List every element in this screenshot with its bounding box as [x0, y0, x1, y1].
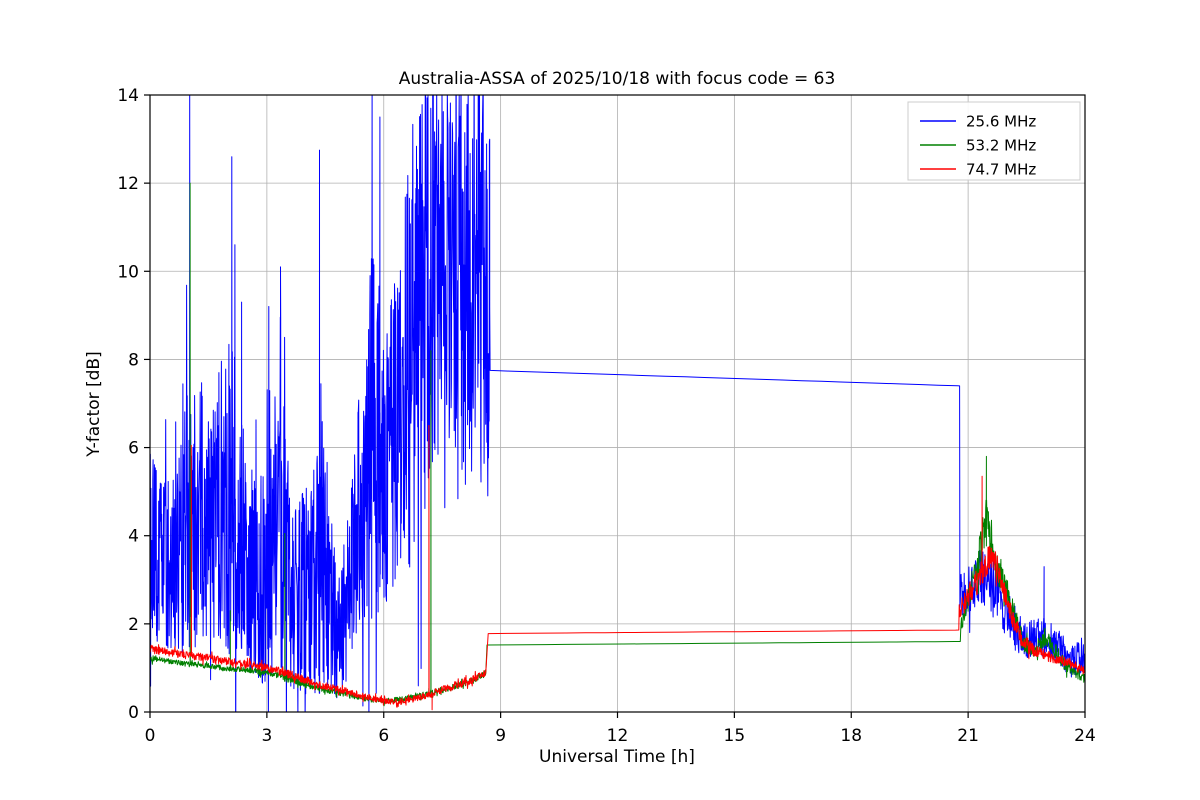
legend-label: 53.2 MHz — [966, 137, 1036, 155]
y-tick-label: 4 — [128, 527, 139, 547]
y-tick-label: 12 — [117, 174, 139, 194]
x-tick-label: 15 — [724, 726, 746, 746]
x-tick-label: 6 — [378, 726, 389, 746]
chart-title: Australia-ASSA of 2025/10/18 with focus … — [399, 69, 836, 89]
y-tick-label: 8 — [128, 350, 139, 370]
series-line-74-7-mhz — [150, 425, 1085, 711]
legend-label: 25.6 MHz — [966, 113, 1036, 131]
y-tick-label: 14 — [117, 86, 139, 106]
series-line-53-2-mhz — [150, 182, 1085, 707]
series-line-25-6-mhz — [150, 95, 1085, 712]
x-tick-label: 21 — [957, 726, 979, 746]
x-tick-label: 0 — [145, 726, 156, 746]
y-axis-label: Y-factor [dB] — [84, 351, 104, 457]
x-tick-label: 24 — [1074, 726, 1096, 746]
legend: 25.6 MHz 53.2 MHz 74.7 MHz — [907, 101, 1081, 181]
y-tick-label: 2 — [128, 615, 139, 635]
x-tick-label: 18 — [840, 726, 862, 746]
legend-box — [907, 101, 1081, 181]
y-tick-label: 10 — [117, 262, 139, 282]
y-tick-label: 6 — [128, 439, 139, 459]
series-layer — [150, 95, 1085, 712]
x-tick-label: 3 — [261, 726, 272, 746]
x-tick-label: 9 — [495, 726, 506, 746]
y-tick-label: 0 — [128, 703, 139, 723]
x-tick-label: 12 — [607, 726, 629, 746]
x-axis-label: Universal Time [h] — [539, 747, 695, 767]
legend-label: 74.7 MHz — [966, 161, 1036, 179]
